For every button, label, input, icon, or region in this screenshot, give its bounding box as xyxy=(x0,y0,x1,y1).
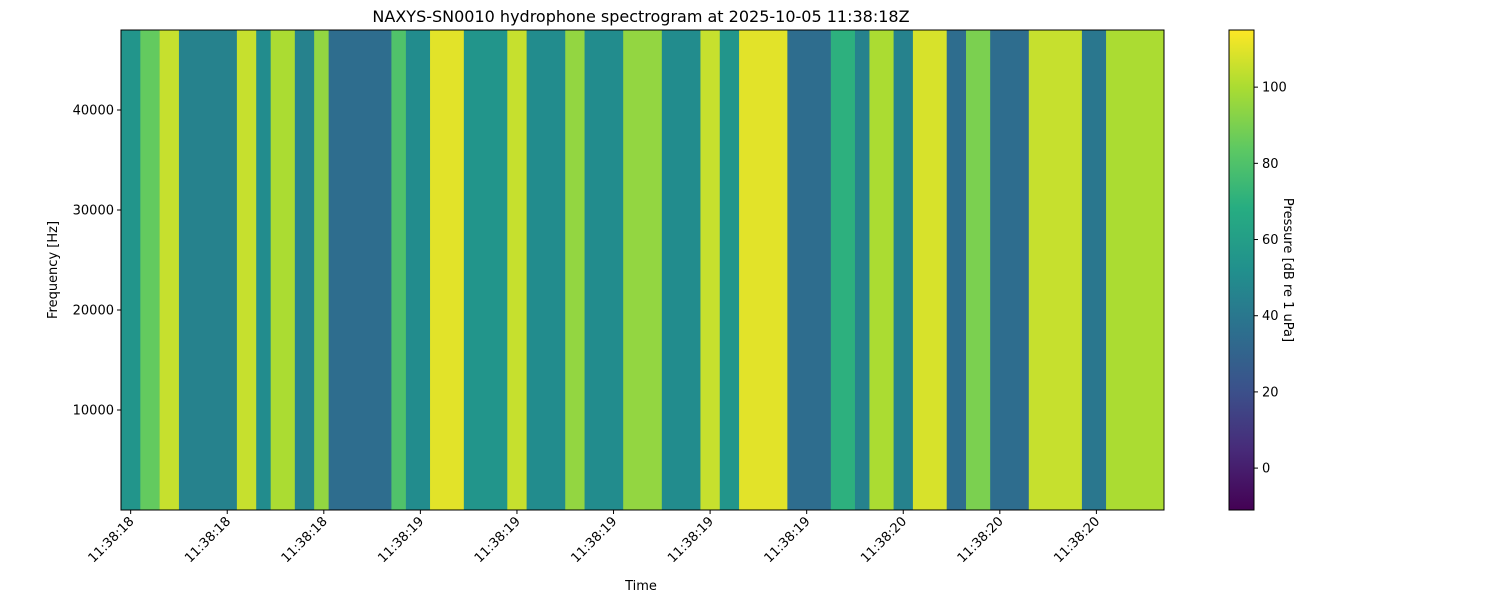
x-tick-label: 11:38:18 xyxy=(182,514,234,566)
colorbar-tick-label: 20 xyxy=(1262,385,1279,400)
x-axis-label: Time xyxy=(624,579,657,594)
heatmap-cell xyxy=(121,30,141,510)
heatmap-cell xyxy=(430,30,465,510)
y-tick-label: 30000 xyxy=(73,204,114,219)
heatmap-cell xyxy=(623,30,663,510)
colorbar-label: Pressure [dB re 1 uPa] xyxy=(1280,198,1295,342)
heatmap-cell xyxy=(463,30,508,510)
heatmap-cell xyxy=(140,30,161,510)
heatmap-cell xyxy=(391,30,407,510)
x-tick-label: 11:38:18 xyxy=(86,514,138,566)
heatmap-cell xyxy=(159,30,180,510)
heatmap-cell xyxy=(946,30,967,510)
x-tick-label: 11:38:19 xyxy=(568,514,620,566)
x-tick-label: 11:38:19 xyxy=(762,514,814,566)
heatmap-cell xyxy=(869,30,895,510)
heatmap-cell xyxy=(739,30,788,510)
chart-title: NAXYS-SN0010 hydrophone spectrogram at 2… xyxy=(372,7,909,26)
heatmap-cell xyxy=(1028,30,1083,510)
heatmap-cell xyxy=(178,30,238,510)
heatmap-cell xyxy=(294,30,315,510)
heatmap-cell xyxy=(830,30,856,510)
heatmap-cell xyxy=(526,30,566,510)
colorbar-tick-label: 60 xyxy=(1262,233,1279,248)
y-tick-label: 20000 xyxy=(73,304,114,319)
heatmap-cell xyxy=(990,30,1030,510)
colorbar xyxy=(1228,29,1255,511)
x-tick-label: 11:38:20 xyxy=(955,514,1007,566)
x-tick-label: 11:38:19 xyxy=(375,514,427,566)
heatmap-cell xyxy=(314,30,330,510)
x-tick-label: 11:38:19 xyxy=(665,514,717,566)
y-axis-label: Frequency [Hz] xyxy=(46,221,61,319)
heatmap-cell xyxy=(661,30,701,510)
heatmap-cell xyxy=(405,30,431,510)
heatmap-cell xyxy=(507,30,528,510)
heatmap-cell xyxy=(700,30,721,510)
heatmap-cell xyxy=(256,30,272,510)
heatmap-cell xyxy=(1106,30,1165,510)
heatmap-cell xyxy=(912,30,948,510)
plot-frame xyxy=(120,29,1165,511)
colorbar-tick-label: 0 xyxy=(1262,462,1270,477)
heatmap-cell xyxy=(328,30,392,510)
heatmap-cell xyxy=(787,30,832,510)
heatmap-cell xyxy=(236,30,257,510)
heatmap-cell xyxy=(584,30,624,510)
colorbar-tick-label: 80 xyxy=(1262,157,1279,172)
x-tick-label: 11:38:20 xyxy=(1051,514,1103,566)
heatmap-cell xyxy=(719,30,740,510)
x-tick-label: 11:38:18 xyxy=(279,514,331,566)
y-tick-label: 40000 xyxy=(73,104,114,119)
heatmap-cell xyxy=(893,30,914,510)
colorbar-tick-label: 40 xyxy=(1262,309,1279,324)
heatmap-cell xyxy=(1081,30,1107,510)
x-tick-label: 11:38:19 xyxy=(472,514,524,566)
heatmap-cell xyxy=(565,30,586,510)
x-tick-label: 11:38:20 xyxy=(858,514,910,566)
colorbar-tick-label: 100 xyxy=(1262,81,1287,96)
heatmap-cell xyxy=(854,30,870,510)
heatmap-cell xyxy=(966,30,991,510)
y-tick-label: 10000 xyxy=(73,404,114,419)
heatmap-cell xyxy=(270,30,296,510)
